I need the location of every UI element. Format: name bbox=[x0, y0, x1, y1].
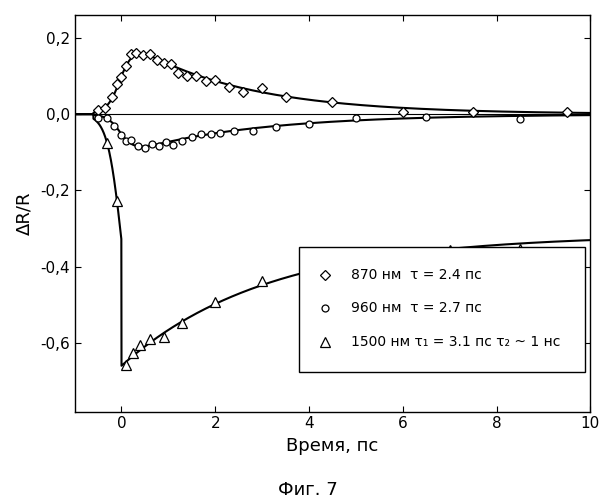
Text: 1500 нм τ₁ = 3.1 пс τ₂ ~ 1 нс: 1500 нм τ₁ = 3.1 пс τ₂ ~ 1 нс bbox=[351, 335, 560, 349]
Text: 870 нм  τ = 2.4 пс: 870 нм τ = 2.4 пс bbox=[351, 268, 482, 282]
Y-axis label: ΔR/R: ΔR/R bbox=[15, 192, 33, 235]
Text: 960 нм  τ = 2.7 пс: 960 нм τ = 2.7 пс bbox=[351, 302, 482, 316]
Text: Фиг. 7: Фиг. 7 bbox=[277, 481, 338, 499]
FancyBboxPatch shape bbox=[299, 247, 585, 372]
X-axis label: Время, пс: Время, пс bbox=[287, 437, 379, 455]
